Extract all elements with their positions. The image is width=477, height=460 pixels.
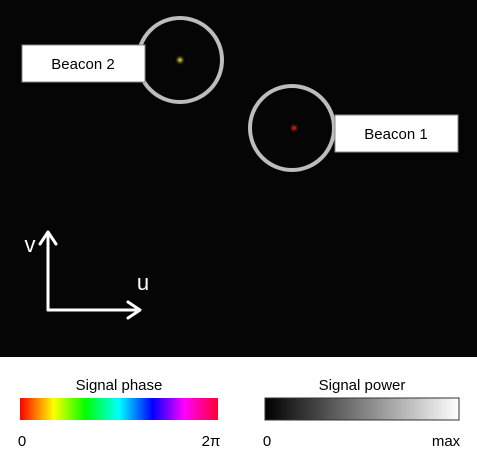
colorbar-tick-label: 0 <box>18 433 26 450</box>
colorbar-title: Signal phase <box>76 377 163 394</box>
colorbar <box>20 398 218 420</box>
colorbar-tick-label: 2π <box>202 433 221 450</box>
colorbar-title: Signal power <box>319 377 406 394</box>
beacon-label: Beacon 1 <box>364 126 427 143</box>
colorbar <box>265 398 459 420</box>
figure: Beacon 2 Beacon 1 v u Signal phase 0 2π … <box>0 0 477 455</box>
beacon-spot <box>175 55 185 65</box>
colorbar-tick-label: 0 <box>263 433 271 450</box>
axis-label: v <box>25 232 36 257</box>
colorbar-tick-label: max <box>432 433 461 450</box>
beacon-spot <box>289 123 299 133</box>
axis-label: u <box>137 270 149 295</box>
beacon-label: Beacon 2 <box>51 56 114 73</box>
